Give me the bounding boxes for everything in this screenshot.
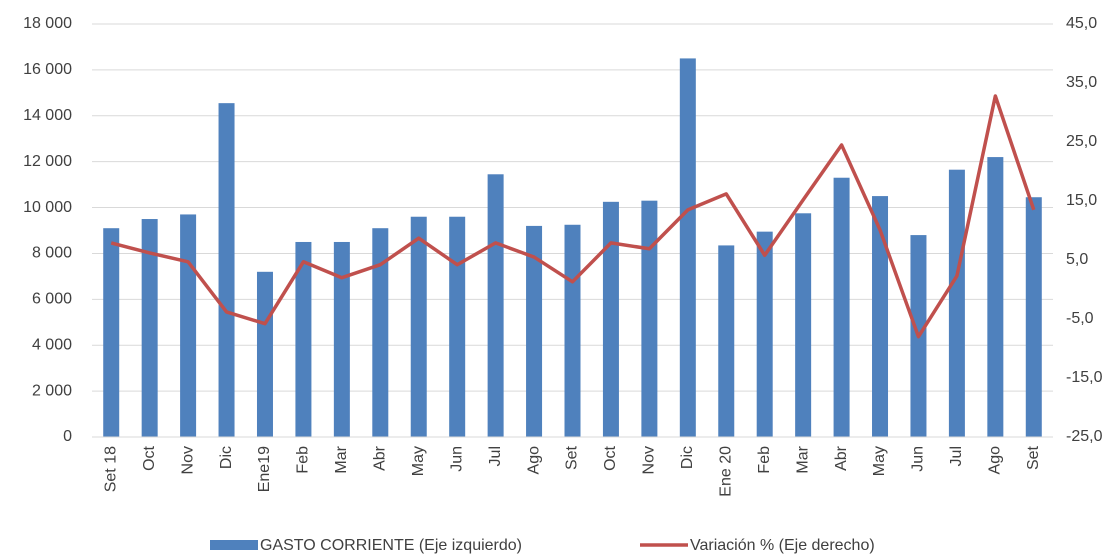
y2-tick-label: -5,0 [1066,310,1094,327]
y-tick-label: 6 000 [32,291,72,308]
bar [641,200,658,437]
line [110,94,1036,339]
bar [679,58,696,438]
y-tick-label: 2 000 [32,382,72,399]
x-tick-label: Nov [641,446,658,474]
bar [526,225,543,437]
y2-tick-label: 25,0 [1066,133,1097,150]
bar [103,228,120,437]
x-tick-label: Ene 20 [717,446,734,497]
x-tick-label: Set [1025,445,1042,470]
bar [987,157,1004,438]
x-tick-label: Nov [179,446,196,474]
y2-tick-label: -15,0 [1066,369,1103,386]
y2-tick-label: 35,0 [1066,74,1097,91]
legend-label: GASTO CORRIENTE (Eje izquierdo) [260,537,522,554]
y2-tick-label: 15,0 [1066,192,1097,209]
x-tick-label: Ene19 [256,446,273,492]
x-tick-label: May [410,446,427,476]
legend-label: Variación % (Eje derecho) [690,537,875,554]
bar [795,213,812,437]
x-tick-label: Abr [372,445,389,471]
y-tick-label: 0 [63,428,72,445]
x-tick-label: Mar [794,445,811,473]
bar [333,241,350,437]
y-tick-label: 4 000 [32,336,72,353]
x-tick-label: Jul [487,446,504,466]
x-tick-label: Oct [602,445,619,470]
x-tick-label: Jun [910,446,927,472]
bar [564,224,581,437]
x-tick-label: Abr [833,445,850,471]
x-tick-label: Oct [141,445,158,470]
y-tick-label: 18 000 [23,15,72,32]
x-tick-label: Set 18 [102,446,119,492]
x-tick-label: Jul [948,446,965,466]
y2-tick-label: 45,0 [1066,15,1097,32]
x-tick-label: Set [564,445,581,470]
bar [449,216,466,437]
x-tick-label: May [871,446,888,476]
legend-swatch [210,540,258,550]
bar [833,177,850,437]
x-tick-label: Mar [333,445,350,473]
x-tick-label: Dic [218,446,235,469]
bar [872,196,889,437]
y-tick-label: 10 000 [23,199,72,216]
bar [718,245,735,437]
bar [180,214,197,437]
x-tick-label: Feb [756,446,773,474]
y-tick-label: 8 000 [32,245,72,262]
bar [218,103,235,438]
bar [410,216,427,437]
x-tick-label: Feb [295,446,312,474]
y-tick-label: 14 000 [23,107,72,124]
y-tick-label: 12 000 [23,153,72,170]
y2-tick-label: -25,0 [1066,428,1103,445]
x-tick-label: Ago [525,446,542,475]
x-tick-label: Dic [679,446,696,469]
bar [487,174,504,437]
x-tick-label: Ago [987,446,1004,475]
x-tick-label: Jun [448,446,465,472]
bar [295,241,312,437]
bar [141,219,158,437]
bar [256,271,273,437]
bar [948,169,965,438]
y-tick-label: 16 000 [23,61,72,78]
y2-tick-label: 5,0 [1066,251,1088,268]
bar [1025,197,1042,437]
bar [602,201,619,437]
bar [756,231,773,437]
bar [372,228,389,437]
